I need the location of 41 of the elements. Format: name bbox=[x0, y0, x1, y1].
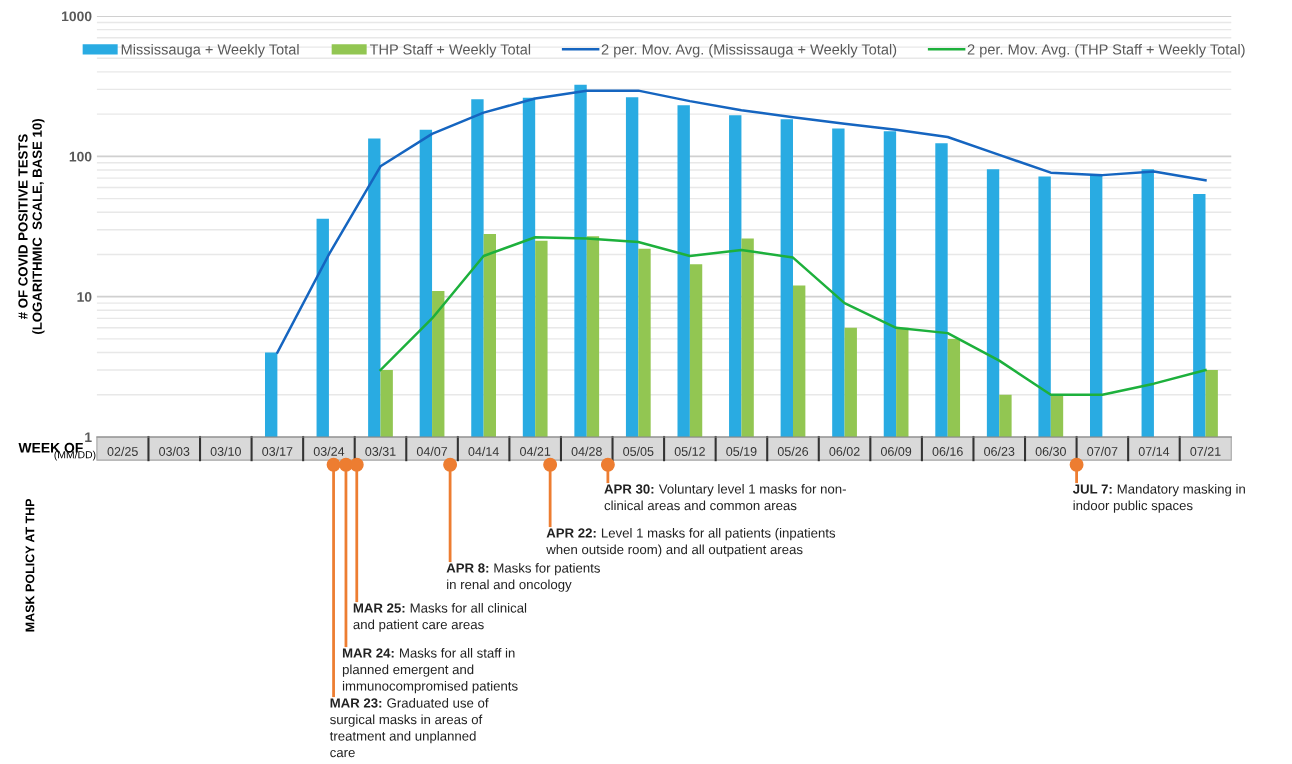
y-tick-label: 1 bbox=[85, 432, 92, 443]
x-tick-label: 05/19 bbox=[726, 446, 757, 456]
x-tick-label: 04/14 bbox=[468, 446, 499, 456]
text: MAR 23: Graduated use of surgical masks in areas of treatment and unplanned care bbox=[329, 698, 489, 758]
text: APR 30: Voluntary level 1 masks for non- clinical areas and common areas bbox=[604, 484, 846, 511]
x-tick-label: 06/30 bbox=[1035, 446, 1066, 456]
text: MASK POLICY AT THP bbox=[25, 498, 35, 632]
legend-label: 2 per. Mov. Avg. (THP Staff + Weekly Total) bbox=[967, 43, 1245, 58]
y-tick-label: 100 bbox=[69, 151, 92, 162]
y-tick-label: 10 bbox=[77, 292, 92, 302]
x-tick-label: 06/02 bbox=[829, 446, 860, 456]
x-tick-label: 03/03 bbox=[159, 446, 190, 456]
x-tick-label: 03/10 bbox=[210, 446, 241, 456]
y-axis-title: # OF COVID POSITIVE TESTS (LOGARITHMIC SCALE, BASE 10) bbox=[18, 119, 45, 334]
x-tick-label: 06/09 bbox=[880, 446, 912, 456]
x-tick-label: 07/07 bbox=[1087, 446, 1118, 456]
text: MAR 24: Masks for all staff in planned emergent and immunocompromised patients bbox=[342, 648, 518, 694]
x-tick-label: 06/16 bbox=[932, 446, 963, 456]
line-series bbox=[276, 89, 1207, 354]
x-tick-label: 04/21 bbox=[520, 446, 551, 456]
legend-label: 2 per. Mov. Avg. (Mississauga + Weekly Total) bbox=[601, 43, 897, 58]
text: APR 22: Level 1 masks for all patients (inpatients when outside room) and all outpatient areas bbox=[546, 528, 836, 557]
x-tick-label: 04/28 bbox=[571, 446, 602, 456]
x-tick-label: 07/21 bbox=[1190, 446, 1221, 456]
x-tick-label: 04/07 bbox=[416, 446, 448, 456]
x-tick-label: 07/14 bbox=[1138, 446, 1170, 456]
text: MAR 25: Masks for all clinical and patient care areas bbox=[353, 603, 527, 632]
y-tick-label: 1000 bbox=[62, 11, 92, 22]
x-tick-label: 05/12 bbox=[674, 446, 705, 456]
x-tick-label: 03/24 bbox=[313, 446, 345, 456]
x-tick-label: 02/25 bbox=[107, 446, 138, 456]
x-tick-label: 03/17 bbox=[262, 446, 293, 456]
legend-label: THP Staff + Weekly Total bbox=[369, 43, 531, 58]
x-tick-label: 03/31 bbox=[365, 446, 396, 456]
x-tick-label: 05/26 bbox=[777, 446, 809, 456]
x-tick-label: 06/23 bbox=[984, 446, 1015, 456]
text: JUL 7: Mandatory masking in indoor public spaces bbox=[1072, 484, 1245, 513]
line-series bbox=[379, 236, 1207, 397]
text: APR 8: Masks for patients in renal and oncology bbox=[446, 563, 600, 592]
x-tick-label: 05/05 bbox=[623, 446, 654, 456]
legend-label: Mississauga + Weekly Total bbox=[121, 43, 299, 58]
